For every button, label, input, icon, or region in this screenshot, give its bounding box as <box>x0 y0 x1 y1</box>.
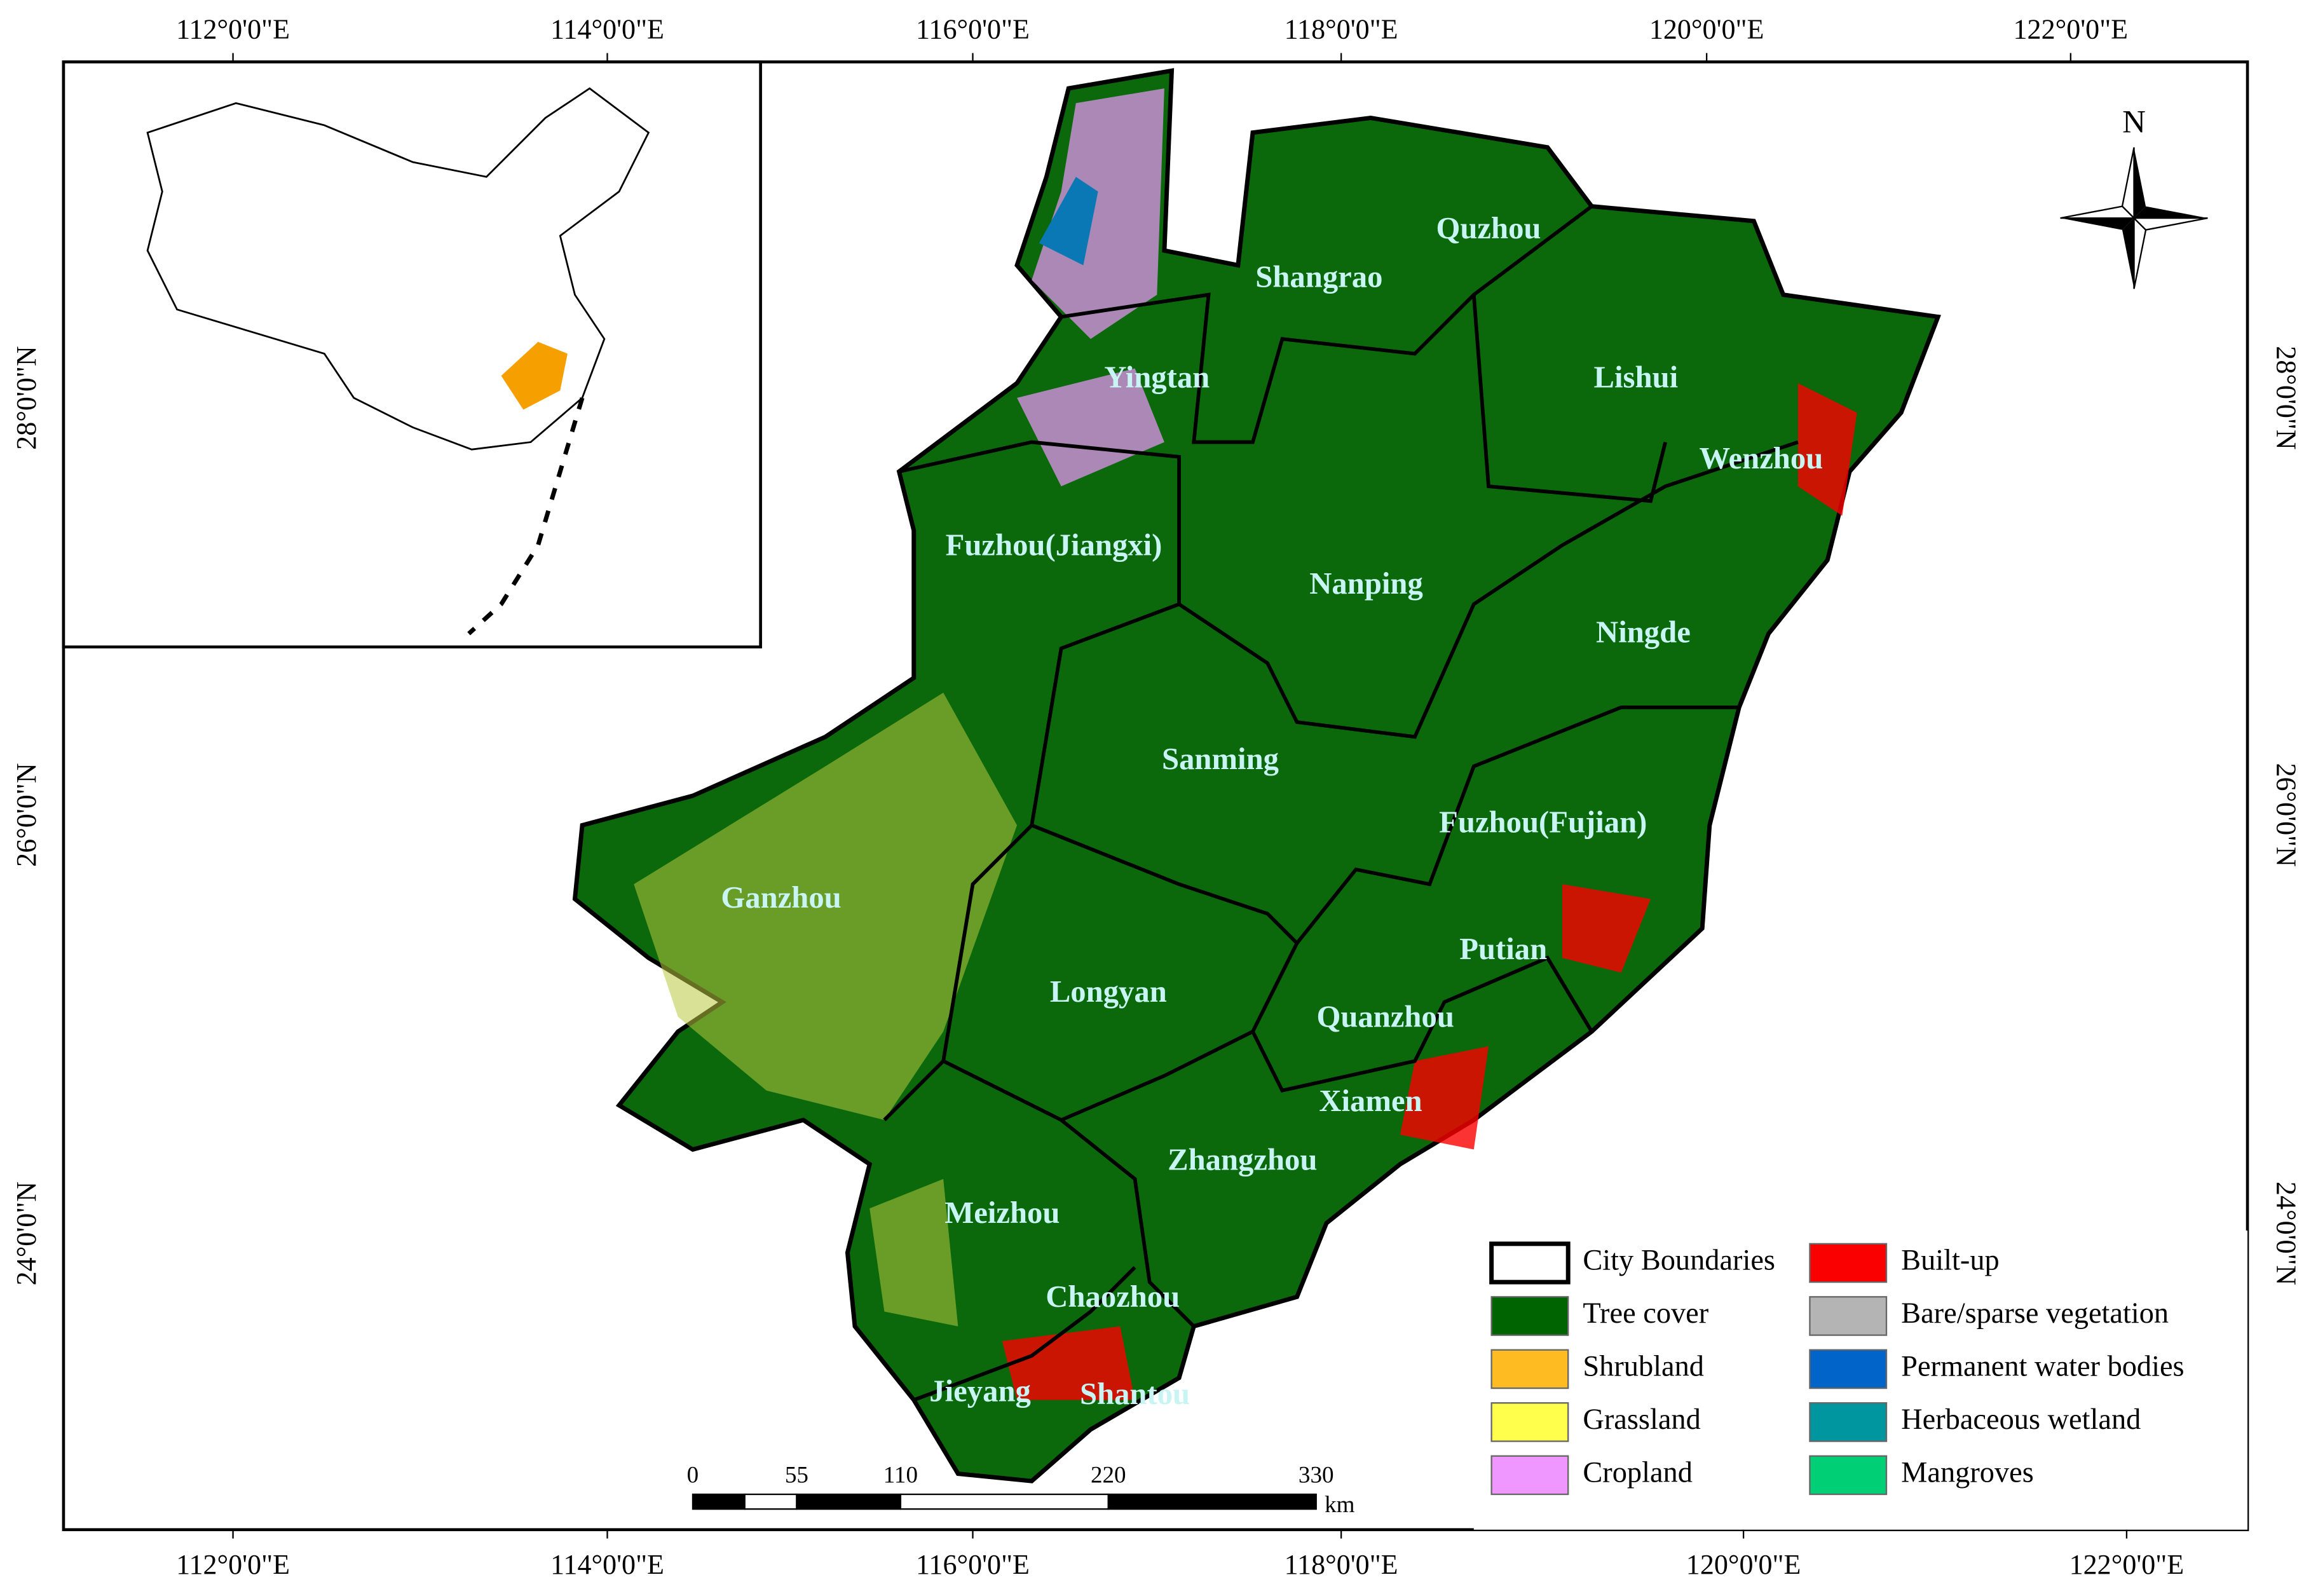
inset-islands <box>467 397 585 636</box>
scale-label: 55 <box>785 1462 808 1488</box>
scale-segment <box>744 1493 798 1510</box>
city-label: Shantou <box>1080 1377 1190 1411</box>
study-area <box>572 68 1941 1483</box>
legend-swatch <box>1809 1243 1888 1283</box>
grassland-patch <box>634 692 1018 1327</box>
legend-swatch <box>1489 1241 1571 1285</box>
scale-unit: km <box>1325 1492 1355 1518</box>
legend-label: Mangroves <box>1901 1457 2034 1489</box>
map-frame <box>62 60 2249 1531</box>
legend-swatch <box>1490 1349 1569 1389</box>
longitude-label: 122°0'0"E <box>2069 1549 2185 1580</box>
legend-label: Grassland <box>1583 1403 1700 1436</box>
legend-swatch <box>1490 1402 1569 1442</box>
legend-swatch <box>1809 1402 1888 1442</box>
city-label: Fuzhou(Jiangxi) <box>946 528 1162 563</box>
longitude-label: 118°0'0"E <box>1285 1549 1398 1580</box>
legend-label: Herbaceous wetland <box>1901 1403 2141 1436</box>
latitude-label: 28°0'0"N <box>11 346 42 449</box>
city-label: Fuzhou(Fujian) <box>1439 805 1647 840</box>
legend-swatch <box>1809 1349 1888 1389</box>
longitude-label: 120°0'0"E <box>1686 1549 1801 1580</box>
city-label: Quzhou <box>1436 211 1541 245</box>
north-label: N <box>2122 105 2146 140</box>
latitude-label: 26°0'0"N <box>11 763 42 866</box>
legend-swatch <box>1809 1296 1888 1336</box>
legend-label: Built-up <box>1901 1245 2000 1277</box>
city-label: Longyan <box>1050 974 1167 1009</box>
latitude-label: 24°0'0"N <box>2270 1182 2301 1285</box>
city-label: Ningde <box>1596 615 1691 649</box>
city-label: Chaozhou <box>1046 1279 1180 1314</box>
city-label: Yingtan <box>1104 360 1210 394</box>
longitude-label: 114°0'0"E <box>550 1549 664 1580</box>
city-boundaries <box>883 205 1799 1402</box>
scale-label: 110 <box>883 1462 918 1488</box>
inset-study-area <box>501 341 568 410</box>
city-label: Xiamen <box>1319 1084 1422 1118</box>
legend-swatch <box>1809 1455 1888 1496</box>
longitude-label: 122°0'0"E <box>2014 13 2129 44</box>
scale-label: 0 <box>687 1462 699 1488</box>
legend-label: Tree cover <box>1583 1297 1708 1330</box>
longitude-label: 112°0'0"E <box>176 1549 290 1580</box>
city-label: Shangrao <box>1255 260 1382 294</box>
city-label: Ganzhou <box>721 880 841 915</box>
longitude-label: 116°0'0"E <box>916 13 1030 44</box>
legend-label: Cropland <box>1583 1457 1693 1489</box>
latitude-label: 26°0'0"N <box>2270 763 2301 866</box>
scale-label: 220 <box>1091 1462 1126 1488</box>
scale-label: 330 <box>1299 1462 1334 1488</box>
longitude-label: 112°0'0"E <box>176 13 290 44</box>
latitude-label: 28°0'0"N <box>2270 346 2301 449</box>
city-label: Lishui <box>1594 360 1679 394</box>
latitude-label: 24°0'0"N <box>11 1182 42 1285</box>
city-label: Wenzhou <box>1700 441 1824 475</box>
scale-segment <box>692 1493 746 1510</box>
legend-label: Permanent water bodies <box>1901 1351 2184 1383</box>
longitude-label: 118°0'0"E <box>1285 13 1398 44</box>
longitude-label: 116°0'0"E <box>916 1549 1030 1580</box>
scale-segment <box>899 1493 1109 1510</box>
longitude-label: 120°0'0"E <box>1649 13 1764 44</box>
scale-segment <box>796 1493 902 1510</box>
longitude-label: 114°0'0"E <box>550 13 664 44</box>
city-label: Sanming <box>1162 742 1279 776</box>
legend-swatch <box>1490 1296 1569 1336</box>
city-label: Nanping <box>1309 566 1423 601</box>
water-patch <box>1039 177 1098 266</box>
city-label: Zhangzhou <box>1168 1143 1317 1177</box>
city-label: Putian <box>1459 932 1547 966</box>
north-arrow: N <box>2060 105 2208 289</box>
city-label: Jieyang <box>929 1374 1031 1408</box>
city-label: Quanzhou <box>1316 1000 1454 1034</box>
cropland-patch <box>1017 88 1164 487</box>
scale-segment <box>1107 1493 1317 1510</box>
legend-label: Shrubland <box>1583 1351 1704 1383</box>
legend-label: City Boundaries <box>1583 1245 1775 1277</box>
legend-swatch <box>1490 1455 1569 1496</box>
legend-label: Bare/sparse vegetation <box>1901 1297 2169 1330</box>
city-label: Meizhou <box>944 1196 1060 1230</box>
